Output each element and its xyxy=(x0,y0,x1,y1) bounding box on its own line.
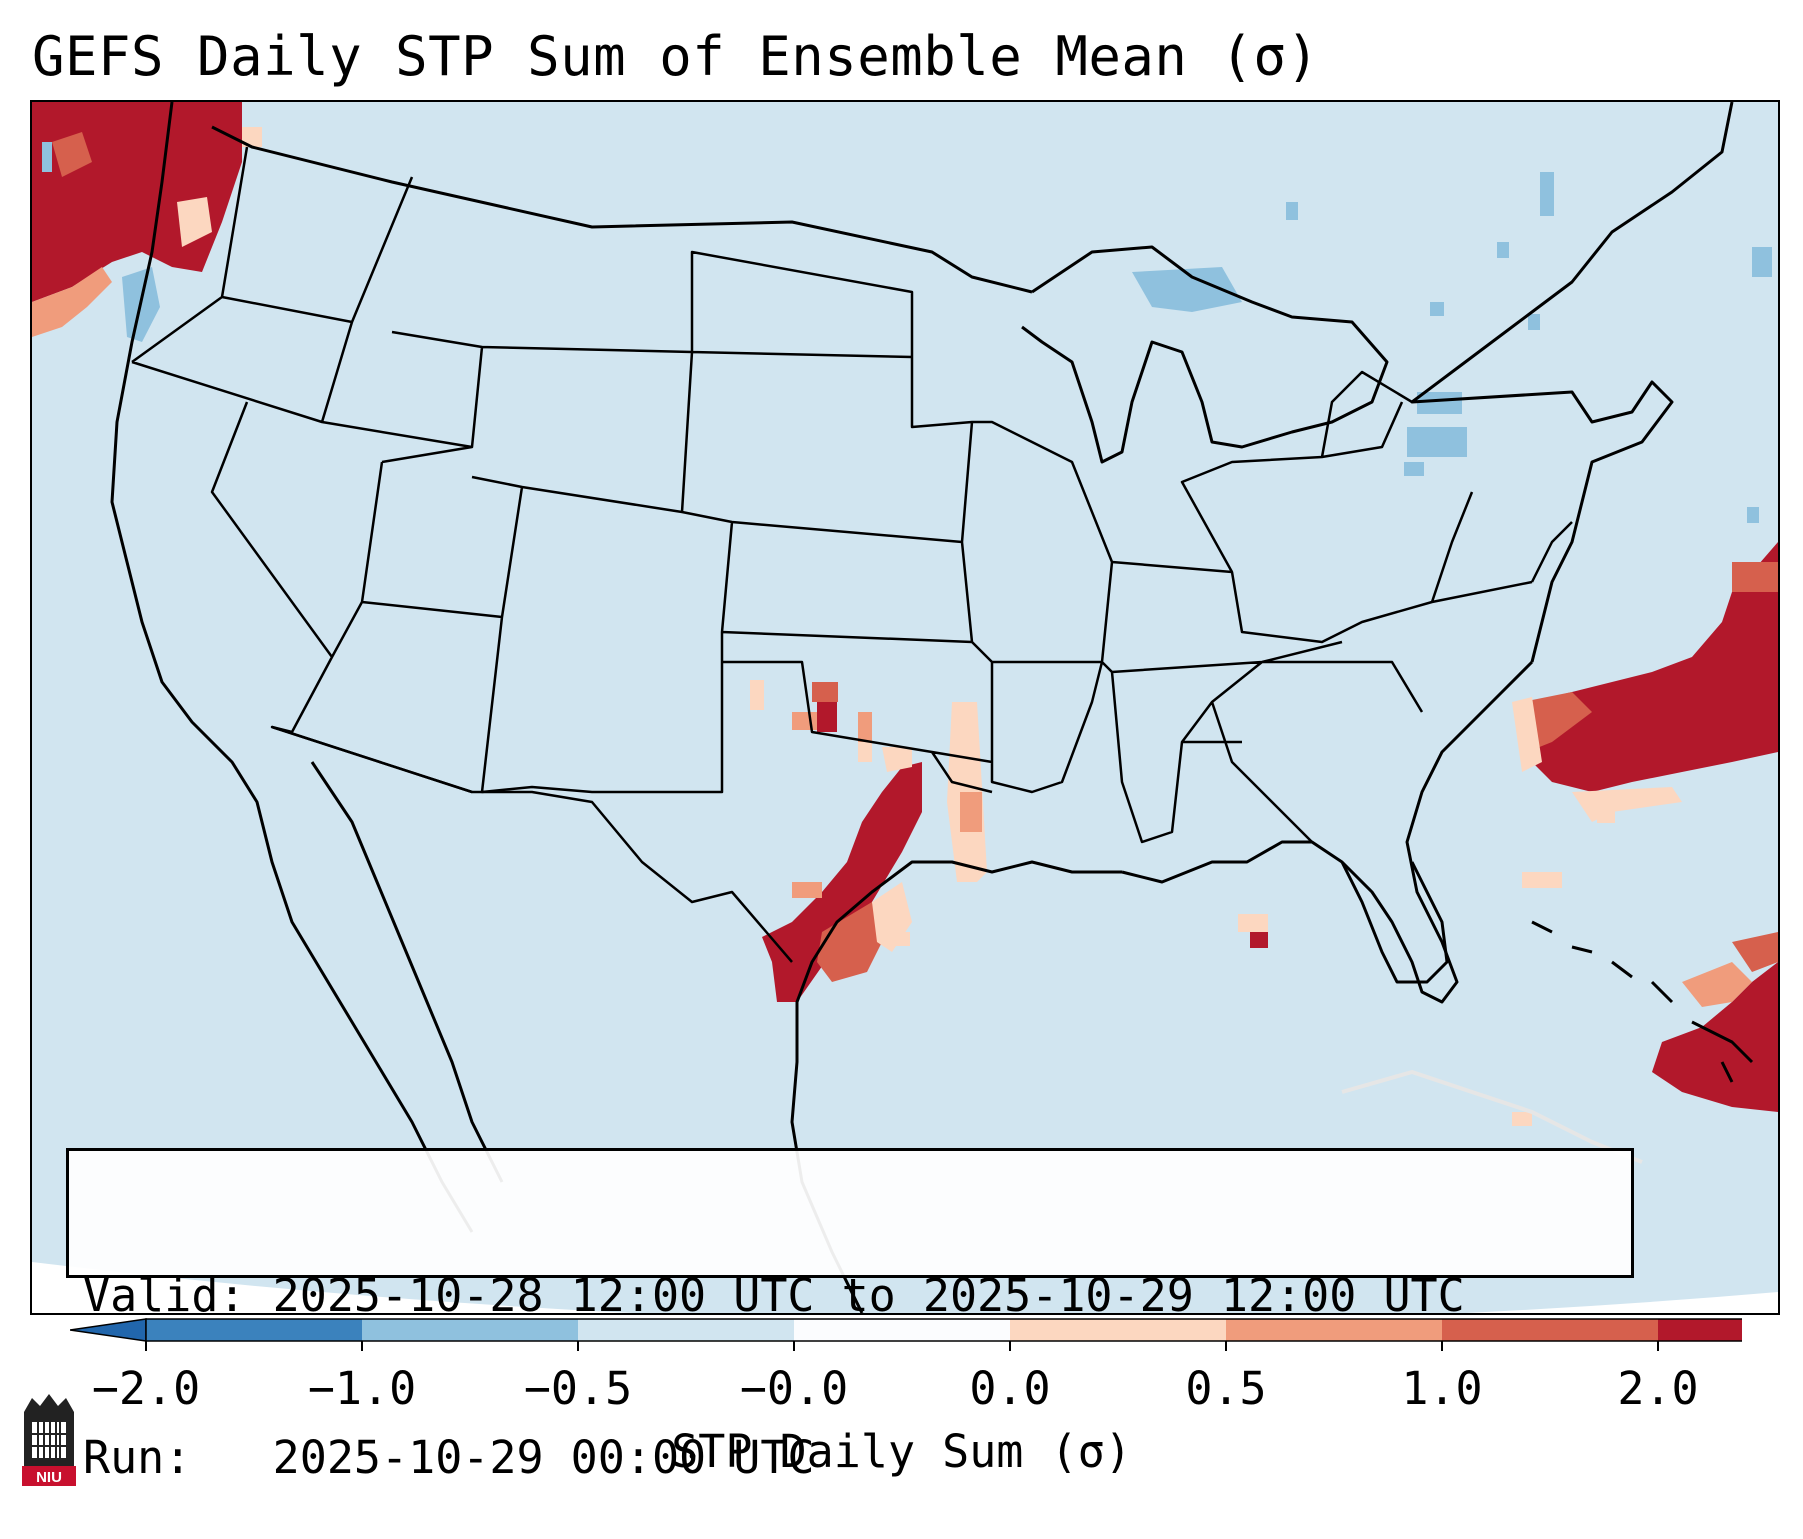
cell-tx-7 xyxy=(792,882,822,898)
colorbar-tick-label: 0.5 xyxy=(1185,1362,1267,1415)
cuba-faint xyxy=(1341,1070,1643,1164)
colorbar-extend-low xyxy=(70,1318,147,1342)
cell-blue-1 xyxy=(1417,392,1462,414)
cell-cluster-pnw-edge xyxy=(32,267,112,337)
chart-title: GEFS Daily STP Sum of Ensemble Mean (σ) xyxy=(32,25,1320,88)
cell-strip-ms-dark xyxy=(960,792,982,832)
cell-ok-4 xyxy=(750,680,764,710)
colorbar xyxy=(70,1318,1742,1351)
coastline-baja xyxy=(310,761,504,1183)
colorbar-tick-label: −1.0 xyxy=(307,1362,417,1415)
cell-cluster-caribbean xyxy=(1652,962,1778,1112)
state-lines xyxy=(131,146,1573,844)
colorbar-tick-label: −0.0 xyxy=(739,1362,849,1415)
cell-blue-3 xyxy=(1404,462,1424,476)
cell-blue-10 xyxy=(1528,314,1540,330)
logo-text: NIU xyxy=(36,1469,62,1486)
cell-cluster-caribbean-pale xyxy=(1732,932,1778,972)
valid-value: 2025-10-28 12:00 UTC to 2025-10-29 12:00… xyxy=(272,1269,1465,1322)
cell-blue-5 xyxy=(1286,202,1298,220)
valid-run-info-box: Valid: 2025-10-28 12:00 UTC to 2025-10-2… xyxy=(66,1148,1634,1484)
cell-cluster-caribbean-edge xyxy=(1682,962,1752,1007)
cell-cluster-pnw-light xyxy=(52,132,92,177)
cell-cluster-pnw-pale xyxy=(177,197,212,247)
colorbar-segment xyxy=(794,1319,1010,1341)
cell-blue-lakes xyxy=(1132,267,1242,312)
cell-car-4 xyxy=(1512,1112,1532,1126)
coastline-west xyxy=(110,102,474,1233)
run-line: Run: 2025-10-29 00:00 UTC xyxy=(83,1431,1631,1485)
run-value: 2025-10-29 00:00 UTC xyxy=(272,1431,815,1484)
cell-fl-2 xyxy=(1238,914,1268,932)
border-us-canada xyxy=(211,125,1033,294)
great-lakes xyxy=(1021,245,1389,464)
coastline-southeast xyxy=(1121,660,1534,1004)
colorbar-segment xyxy=(578,1319,794,1341)
colorbar-tick-label: 1.0 xyxy=(1401,1362,1483,1415)
cell-band-tx-edge xyxy=(817,902,882,982)
cell-atl-8 xyxy=(1732,562,1778,592)
map-panel xyxy=(30,100,1780,1315)
cell-atl-6 xyxy=(1597,807,1615,823)
colorbar-tick-label: −0.5 xyxy=(523,1362,633,1415)
cell-blue-6 xyxy=(1497,242,1509,258)
valid-label: Valid: xyxy=(83,1269,246,1322)
logo-banner xyxy=(22,1466,76,1486)
colorbar-tick-label: −2.0 xyxy=(91,1362,201,1415)
cell-ok-3 xyxy=(792,712,817,730)
colorbar-label: STP Daily Sum (σ) xyxy=(671,1425,1132,1478)
border-us-mexico xyxy=(271,725,793,963)
colorbar-segment xyxy=(146,1319,362,1341)
cell-tx-6 xyxy=(892,932,910,946)
coastline-northeast xyxy=(1410,102,1734,663)
cell-band-tx-pale2 xyxy=(882,747,912,772)
cell-blue-9 xyxy=(1430,302,1444,316)
domain-edge xyxy=(32,1262,1778,1313)
cell-blue-4 xyxy=(1540,172,1554,216)
colorbar-segment xyxy=(1442,1319,1658,1341)
cell-atl-7 xyxy=(1522,872,1562,888)
colorbar-segment xyxy=(1226,1319,1442,1341)
cell-band-tx xyxy=(762,762,922,1002)
cell-blue-7 xyxy=(1752,247,1772,277)
cell-cluster-pnw-light2 xyxy=(42,142,52,172)
map-svg xyxy=(32,102,1778,1313)
cell-ok-5 xyxy=(858,712,872,742)
cell-cluster-pnw-pale2 xyxy=(242,127,262,147)
cell-cluster-atlantic-pale xyxy=(1512,697,1542,772)
cell-cluster-atlantic xyxy=(1522,542,1778,792)
cell-blue-2 xyxy=(1407,427,1467,457)
cell-fl-1 xyxy=(1250,932,1268,948)
cell-ok-1 xyxy=(812,682,838,702)
stp-anomaly-cells xyxy=(32,102,1778,1126)
run-label: Run: xyxy=(83,1431,192,1484)
colorbar-segment xyxy=(1658,1319,1742,1341)
cell-ok-6 xyxy=(858,742,872,762)
coastline-florida xyxy=(1340,861,1449,984)
cell-blue-8 xyxy=(1747,507,1759,523)
cell-cluster-atlantic-edge xyxy=(1522,692,1592,752)
niu-logo-icon: NIU xyxy=(22,1394,76,1486)
logo-window-grid xyxy=(32,1422,66,1458)
colorbar-segment xyxy=(362,1319,578,1341)
valid-line: Valid: 2025-10-28 12:00 UTC to 2025-10-2… xyxy=(83,1269,1631,1323)
cell-ok-2 xyxy=(817,702,837,732)
caribbean-islands xyxy=(1531,920,1754,1083)
colorbar-segment xyxy=(1010,1319,1226,1341)
colorbar-tick-label: 0.0 xyxy=(969,1362,1051,1415)
colorbar-tick-label: 2.0 xyxy=(1617,1362,1699,1415)
